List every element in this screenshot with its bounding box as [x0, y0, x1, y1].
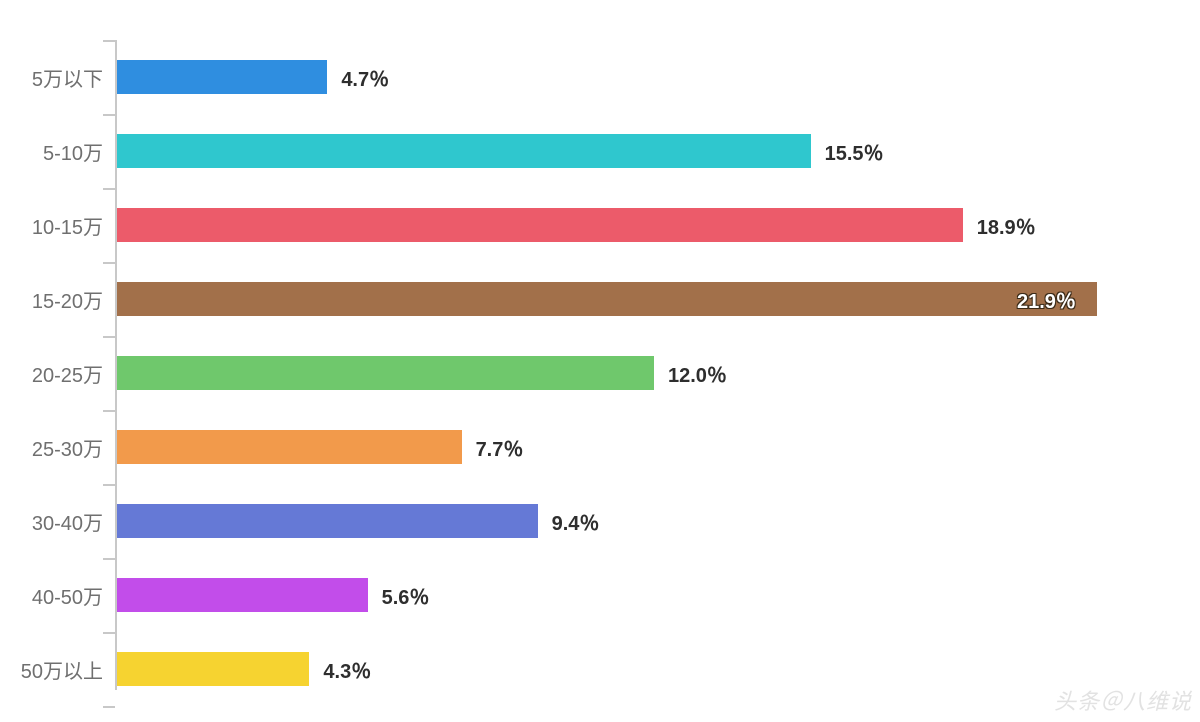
category-label: 10-15万: [32, 211, 103, 240]
axis-tick: [103, 558, 115, 560]
bar: [117, 282, 1097, 316]
axis-tick: [103, 336, 115, 338]
watermark-text: 头条＠八维说: [1054, 684, 1192, 716]
axis-tick: [103, 262, 115, 264]
value-label: 9.4％: [552, 507, 600, 536]
category-label: 25-30万: [32, 433, 103, 462]
category-label: 20-25万: [32, 359, 103, 388]
value-label: 4.3％: [323, 655, 371, 684]
axis-tick: [103, 188, 115, 190]
value-label: 12.0％: [668, 359, 727, 388]
axis-tick: [103, 40, 115, 42]
category-label: 5-10万: [43, 137, 103, 166]
bar: [117, 578, 368, 612]
category-label: 5万以下: [32, 63, 103, 92]
axis-tick: [103, 632, 115, 634]
bar: [117, 134, 811, 168]
value-label: 5.6％: [382, 581, 430, 610]
bar: [117, 430, 462, 464]
axis-tick: [103, 410, 115, 412]
bar: [117, 208, 963, 242]
bar: [117, 60, 327, 94]
bar: [117, 356, 654, 390]
value-label: 21.9％: [1017, 285, 1076, 314]
bar: [117, 504, 538, 538]
axis-tick: [103, 706, 115, 708]
category-label: 15-20万: [32, 285, 103, 314]
bar-chart: 5万以下 4.7％ 5-10万 15.5％ 10-15万 18.9％ 15-20万 21.9％…: [0, 0, 1200, 722]
category-label: 40-50万: [32, 581, 103, 610]
axis-tick: [103, 114, 115, 116]
value-label: 4.7％: [341, 63, 389, 92]
category-label: 50万以上: [21, 655, 103, 684]
value-label: 18.9％: [977, 211, 1036, 240]
category-label: 30-40万: [32, 507, 103, 536]
bar: [117, 652, 309, 686]
axis-tick: [103, 484, 115, 486]
value-label: 15.5％: [825, 137, 884, 166]
value-label: 7.7％: [476, 433, 524, 462]
